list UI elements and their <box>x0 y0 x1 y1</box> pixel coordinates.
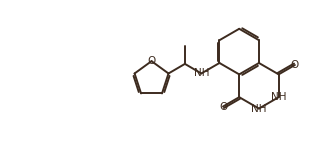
Text: NH: NH <box>194 68 209 78</box>
Text: O: O <box>219 102 227 111</box>
Text: NH: NH <box>271 92 287 102</box>
Text: O: O <box>291 60 299 70</box>
Text: O: O <box>147 56 156 66</box>
Text: NH: NH <box>251 104 267 114</box>
